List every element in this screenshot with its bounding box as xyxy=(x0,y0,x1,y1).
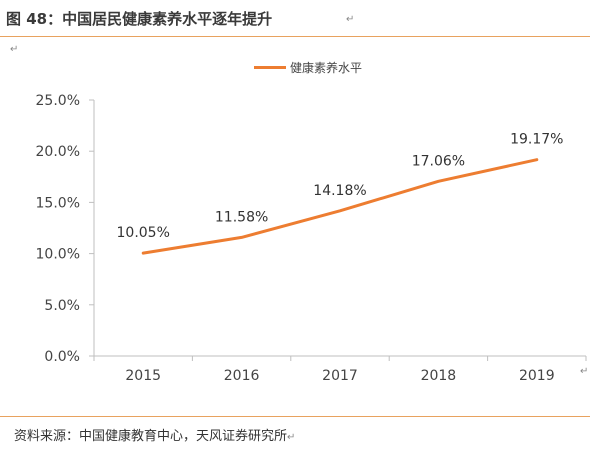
data-label: 19.17% xyxy=(510,132,563,148)
y-tick-label: 25.0% xyxy=(36,93,80,109)
x-tick-label: 2019 xyxy=(519,368,555,384)
data-label: 17.06% xyxy=(412,153,465,169)
series-line xyxy=(141,158,539,255)
y-tick-label: 0.0% xyxy=(44,349,80,365)
title-divider xyxy=(0,36,590,37)
legend-swatch xyxy=(254,66,286,69)
y-tick-label: 15.0% xyxy=(36,195,80,211)
data-label: 11.58% xyxy=(215,209,268,225)
figure-title: 图 48：中国居民健康素养水平逐年提升 xyxy=(6,10,273,28)
paragraph-mark-icon: ↵ xyxy=(10,44,19,55)
chart-legend: 健康素养水平 xyxy=(254,59,362,76)
data-label: 14.18% xyxy=(313,183,366,199)
data-label: 10.05% xyxy=(117,225,170,241)
y-tick-label: 10.0% xyxy=(36,247,80,263)
x-tick-label: 2017 xyxy=(322,368,358,384)
x-tick-label: 2015 xyxy=(125,368,161,384)
source-note: 资料来源：中国健康教育中心，天风证券研究所↵ xyxy=(14,429,296,444)
x-tick-label: 2016 xyxy=(224,368,260,384)
paragraph-mark-icon: ↵ xyxy=(346,14,355,25)
y-tick-label: 5.0% xyxy=(44,298,80,314)
paragraph-mark-icon: ↵ xyxy=(287,432,296,443)
y-tick-label: 20.0% xyxy=(36,144,80,160)
paragraph-mark-icon: ↵ xyxy=(580,366,589,377)
x-tick-label: 2018 xyxy=(421,368,457,384)
legend-label: 健康素养水平 xyxy=(290,61,363,75)
source-divider xyxy=(0,416,590,417)
